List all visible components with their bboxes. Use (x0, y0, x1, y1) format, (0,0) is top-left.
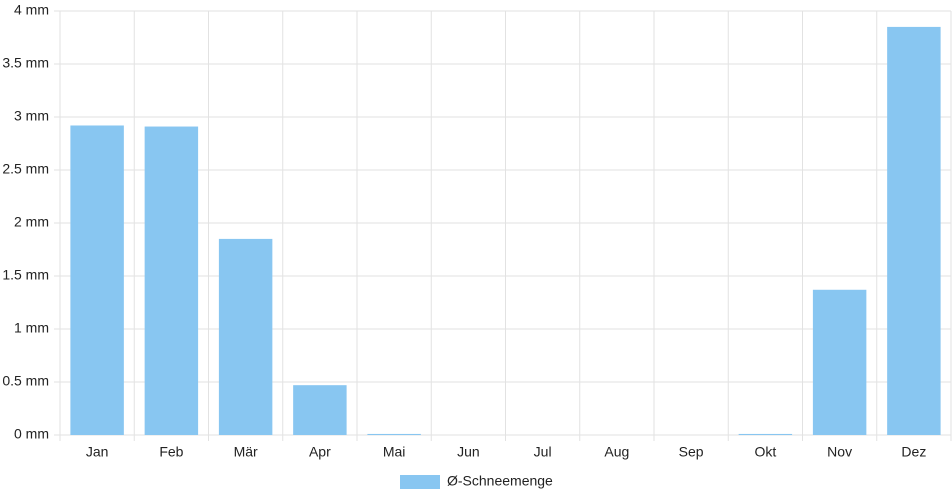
x-tick-label: Nov (827, 444, 852, 460)
y-tick-label: 2 mm (14, 214, 49, 230)
x-tick-label: Okt (754, 444, 776, 460)
legend-label: Ø-Schneemenge (447, 473, 553, 489)
x-tick-label: Jul (534, 444, 552, 460)
bar (738, 433, 793, 435)
y-tick-label: 4 mm (14, 2, 49, 18)
y-tick-label: 1.5 mm (2, 267, 49, 283)
x-tick-label: Feb (159, 444, 183, 460)
y-tick-label: 0.5 mm (2, 373, 49, 389)
x-tick-label: Mai (383, 444, 406, 460)
bar (144, 126, 199, 435)
x-tick-label: Mär (234, 444, 258, 460)
x-tick-label: Aug (604, 444, 629, 460)
x-tick-label: Sep (679, 444, 704, 460)
bar (218, 238, 273, 435)
y-tick-label: 0 mm (14, 426, 49, 442)
y-tick-label: 1 mm (14, 320, 49, 336)
legend-swatch (400, 475, 440, 489)
bar (812, 289, 867, 435)
x-tick-label: Jan (86, 444, 109, 460)
bar (367, 433, 421, 435)
y-tick-label: 3.5 mm (2, 55, 49, 71)
x-tick-label: Apr (309, 444, 331, 460)
x-tick-label: Jun (457, 444, 480, 460)
y-tick-label: 2.5 mm (2, 161, 49, 177)
y-tick-label: 3 mm (14, 108, 49, 124)
bar (70, 125, 124, 435)
bar (293, 385, 347, 435)
x-tick-label: Dez (901, 444, 926, 460)
bar (887, 26, 941, 436)
